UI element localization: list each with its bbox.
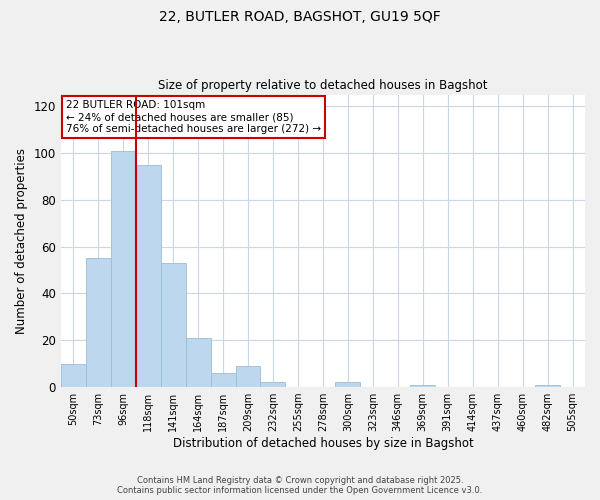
Bar (535, 384, 560, 387)
Bar (86, 258, 111, 387)
Title: Size of property relative to detached houses in Bagshot: Size of property relative to detached ho… (158, 79, 488, 92)
Text: 22 BUTLER ROAD: 101sqm
← 24% of detached houses are smaller (85)
76% of semi-det: 22 BUTLER ROAD: 101sqm ← 24% of detached… (66, 100, 321, 134)
Bar (335, 382, 361, 387)
Y-axis label: Number of detached properties: Number of detached properties (15, 148, 28, 334)
Bar (136, 165, 161, 387)
Text: Contains HM Land Registry data © Crown copyright and database right 2025.
Contai: Contains HM Land Registry data © Crown c… (118, 476, 482, 495)
X-axis label: Distribution of detached houses by size in Bagshot: Distribution of detached houses by size … (173, 437, 473, 450)
Bar (111, 150, 136, 387)
Bar (260, 382, 286, 387)
Bar (211, 373, 236, 387)
Bar (61, 364, 86, 387)
Bar (410, 384, 435, 387)
Bar (185, 338, 211, 387)
Bar (236, 366, 260, 387)
Bar (161, 263, 185, 387)
Text: 22, BUTLER ROAD, BAGSHOT, GU19 5QF: 22, BUTLER ROAD, BAGSHOT, GU19 5QF (159, 10, 441, 24)
